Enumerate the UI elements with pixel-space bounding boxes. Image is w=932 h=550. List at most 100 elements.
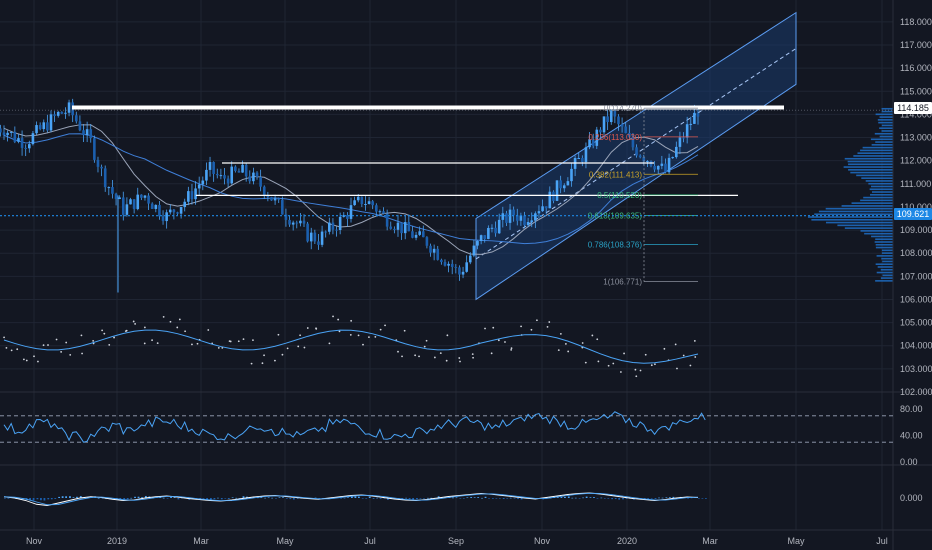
volume-profile-bar bbox=[863, 196, 893, 199]
sentiment-dot bbox=[101, 329, 104, 332]
macd-hist-bar bbox=[112, 498, 115, 500]
volume-profile-bar bbox=[876, 271, 893, 274]
volume-profile-bar bbox=[875, 243, 893, 246]
candle-body bbox=[168, 209, 172, 213]
sentiment-dot bbox=[315, 327, 317, 330]
macd-hist-bar bbox=[419, 498, 422, 499]
volume-profile-bar bbox=[868, 182, 893, 185]
candle-body bbox=[219, 175, 223, 177]
sentiment-dot bbox=[229, 340, 232, 343]
candle-body bbox=[42, 122, 46, 130]
time-axis[interactable]: Nov 2019 Mar May Jul Sep Nov 2020 Mar May Jul bbox=[26, 536, 888, 546]
candle-body bbox=[299, 220, 302, 224]
resistance-lines[interactable] bbox=[72, 105, 784, 197]
candle-body bbox=[667, 157, 671, 173]
candle-body bbox=[136, 194, 140, 210]
candle-body bbox=[628, 132, 631, 137]
price-tick-label: 105.000 bbox=[900, 318, 932, 328]
main-price-pane[interactable]: 0(114.270) 0.236(113.030) 0.382(111.413) 0.… bbox=[0, 11, 893, 378]
macd-hist-bar bbox=[202, 498, 205, 499]
candle-body bbox=[262, 186, 266, 196]
macd-hist-bar bbox=[134, 496, 136, 498]
volume-profile-bar bbox=[881, 110, 893, 113]
candle-body bbox=[382, 211, 385, 214]
candle-body bbox=[353, 200, 356, 206]
candle-body bbox=[696, 112, 700, 117]
candle-body bbox=[114, 193, 118, 199]
macd-hist-bar bbox=[246, 496, 248, 498]
macd-hist-bar bbox=[589, 497, 592, 498]
candle-body bbox=[74, 115, 78, 122]
candle-body bbox=[140, 194, 143, 198]
macd-axis[interactable]: 0.000 bbox=[900, 493, 923, 503]
candle-body bbox=[530, 220, 534, 223]
macd-hist-bar bbox=[596, 498, 599, 499]
macd-pane[interactable] bbox=[3, 492, 707, 506]
volume-profile-bar bbox=[844, 227, 893, 229]
candle-body bbox=[407, 222, 411, 232]
sentiment-dot bbox=[676, 367, 678, 370]
sentiment-dot bbox=[337, 318, 340, 321]
fib-level-label: 0.382(111.413) bbox=[589, 170, 642, 179]
sentiment-dot bbox=[143, 342, 146, 345]
candle-body bbox=[487, 227, 490, 239]
sentiment-dot bbox=[607, 364, 610, 367]
macd-hist-bar bbox=[260, 497, 263, 499]
time-tick-label: Nov bbox=[26, 536, 43, 546]
macd-hist-bar bbox=[658, 497, 660, 499]
macd-hist-bar bbox=[426, 497, 429, 499]
volume-profile-bar bbox=[878, 121, 893, 124]
macd-hist-bar bbox=[292, 498, 295, 500]
volume-profile-bar bbox=[875, 280, 893, 282]
candle-body bbox=[537, 211, 541, 214]
volume-profile-bar bbox=[876, 255, 893, 257]
time-tick-label: Jul bbox=[876, 536, 888, 546]
sentiment-dot bbox=[297, 345, 300, 348]
candle-body bbox=[161, 216, 165, 222]
volume-profile-bar bbox=[861, 177, 893, 179]
sentiment-dot bbox=[520, 325, 522, 328]
sentiment-dot bbox=[530, 328, 533, 331]
candle-body bbox=[450, 263, 454, 267]
sentiment-dot bbox=[332, 315, 334, 318]
macd-hist-bar bbox=[625, 498, 628, 499]
candle-body bbox=[335, 229, 338, 231]
macd-hist-bar bbox=[614, 498, 617, 500]
candle-body bbox=[103, 168, 107, 188]
sentiment-dot bbox=[567, 350, 570, 353]
candle-body bbox=[458, 267, 461, 275]
volume-profile-bar bbox=[848, 169, 893, 171]
volume-profile-bar bbox=[875, 246, 893, 249]
volume-profile-bar bbox=[847, 160, 893, 163]
macd-hist-bar bbox=[79, 496, 82, 498]
rsi-axis[interactable]: 80.00 40.00 0.00 bbox=[900, 404, 923, 467]
candle-body bbox=[378, 211, 382, 213]
candle-body bbox=[165, 212, 168, 222]
macd-hist-bar bbox=[517, 498, 519, 500]
regression-channel[interactable] bbox=[475, 11, 797, 301]
candle-body bbox=[313, 232, 317, 242]
candle-body bbox=[396, 222, 400, 230]
volume-profile-bar bbox=[843, 166, 893, 168]
candle-body bbox=[31, 133, 35, 145]
sentiment-dot bbox=[379, 328, 382, 331]
candle-body bbox=[461, 271, 465, 275]
sentiment-dot bbox=[559, 333, 562, 335]
candle-body bbox=[617, 116, 620, 125]
candle-body bbox=[494, 227, 497, 234]
sentiment-dot bbox=[654, 363, 656, 366]
macd-hist-bar bbox=[58, 496, 61, 498]
candle-body bbox=[581, 157, 584, 163]
candle-body bbox=[613, 110, 617, 117]
volume-profile-bar bbox=[869, 188, 893, 191]
sentiment-line bbox=[3, 329, 699, 364]
rsi-pane[interactable] bbox=[0, 411, 893, 443]
macd-hist-bar bbox=[126, 498, 129, 500]
price-axis[interactable]: 118.000 117.000 116.000 115.000 114.000 113.0… bbox=[900, 17, 932, 397]
rsi-tick-label: 80.00 bbox=[900, 404, 923, 414]
macd-hist-bar bbox=[473, 497, 476, 498]
candle-body bbox=[454, 266, 458, 268]
fibonacci-retracement[interactable]: 0(114.270) 0.236(113.030) 0.382(111.413) 0.… bbox=[588, 104, 698, 287]
candle-body bbox=[653, 165, 656, 170]
